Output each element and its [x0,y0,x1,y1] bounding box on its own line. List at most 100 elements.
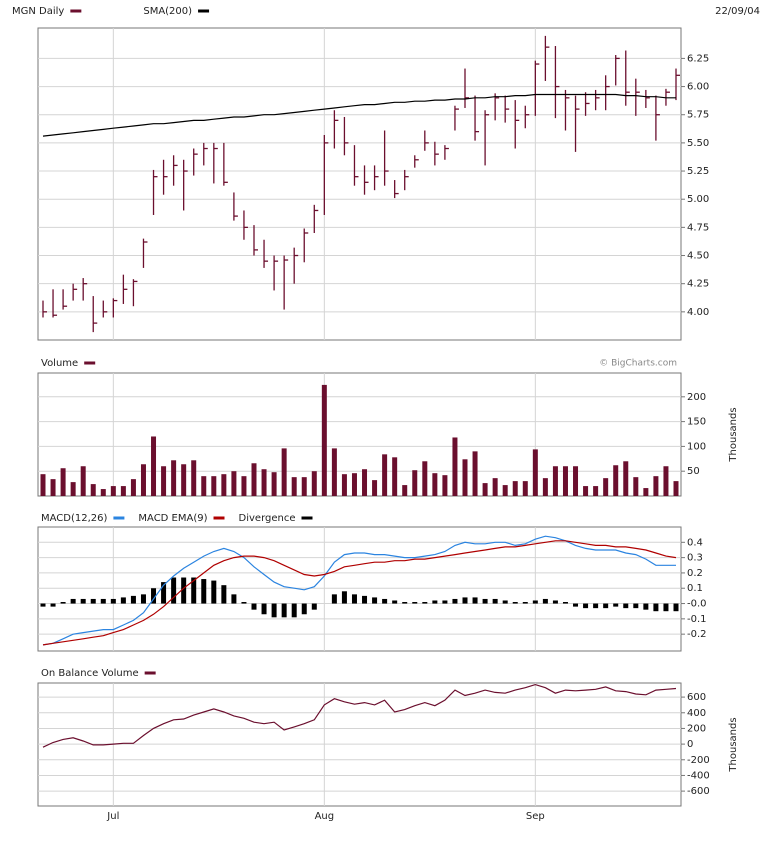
bar [452,437,458,496]
y-tick-label: 200 [687,723,706,734]
bar [402,602,408,604]
bar [241,476,247,496]
bar [502,485,508,496]
bar [221,585,227,604]
legend-label: SMA(200) [143,6,192,17]
bar [482,598,488,604]
y-tick-label: 4.50 [687,251,709,262]
bar [181,577,187,604]
y-tick-label: 5.25 [687,166,709,177]
bar [261,603,267,615]
bar [412,602,418,604]
y-tick-label: 0 [687,739,693,750]
bar [271,603,277,618]
bar [221,474,227,496]
y-tick-label: 4.75 [687,222,709,233]
bar [70,598,76,604]
y-tick-label: -400 [687,770,710,781]
bar [492,598,498,604]
legend-label: On Balance Volume [41,668,139,679]
bar [211,580,217,604]
bar [161,582,167,604]
bar [442,600,448,604]
bar [261,469,267,496]
bar [412,470,418,496]
y-axis-label: Thousands [728,717,739,772]
bar [201,476,207,496]
bar [291,603,297,618]
bar [663,603,669,612]
bar [281,603,287,618]
y-tick-label: 150 [687,417,706,428]
bar [532,600,538,604]
bar [542,598,548,604]
bar [472,451,478,496]
bar [151,436,157,496]
y-tick-label: -200 [687,755,710,766]
y-tick-label: -0.1 [687,614,707,625]
bar [603,478,609,496]
bar [613,465,619,496]
bar [140,594,146,604]
bar [512,602,518,604]
bar [482,483,488,496]
series-line [42,93,676,137]
plot-frame [37,372,682,497]
y-tick-label: 200 [687,392,706,403]
bar [372,480,378,496]
bar [573,603,579,607]
bar [673,603,679,612]
bar [422,461,428,496]
bar [593,603,599,609]
bar [512,481,518,496]
bar [120,486,126,496]
bar [331,594,337,604]
bar [593,486,599,496]
x-tick-label: Aug [315,811,335,822]
credit: © BigCharts.com [599,359,677,369]
y-tick-label: 600 [687,692,706,703]
bar [562,602,568,604]
bar [301,477,307,496]
bar [40,603,46,607]
bar [241,602,247,604]
y-axis-label: Thousands [728,407,739,462]
y-tick-label: 4.00 [687,307,709,318]
x-tick-label: Sep [526,811,545,822]
y-tick-label: 5.75 [687,110,709,121]
bar [351,473,357,496]
bar [251,603,257,610]
bar [462,459,468,496]
bar [432,473,438,496]
y-tick-label: 6.25 [687,53,709,64]
bar [392,457,398,496]
bar [472,597,478,604]
bar [60,602,66,604]
bar [552,600,558,604]
bar [271,472,277,496]
bar [583,603,589,609]
bar [583,486,589,496]
bar [321,384,327,496]
bar [613,603,619,607]
bar [110,598,116,604]
bar [633,477,639,496]
y-tick-label: -0.0 [687,599,707,610]
bar [80,466,86,496]
bar [372,597,378,604]
bar [140,464,146,496]
y-tick-label: 400 [687,708,706,719]
y-tick-label: 50 [687,466,700,477]
bar [171,577,177,604]
bar [311,603,317,610]
bar [442,475,448,496]
bar [100,489,106,496]
bar [40,474,46,496]
bar [171,460,177,496]
bar [362,595,368,604]
y-tick-label: -0.2 [687,629,707,640]
bar [60,468,66,496]
bar [161,466,167,496]
